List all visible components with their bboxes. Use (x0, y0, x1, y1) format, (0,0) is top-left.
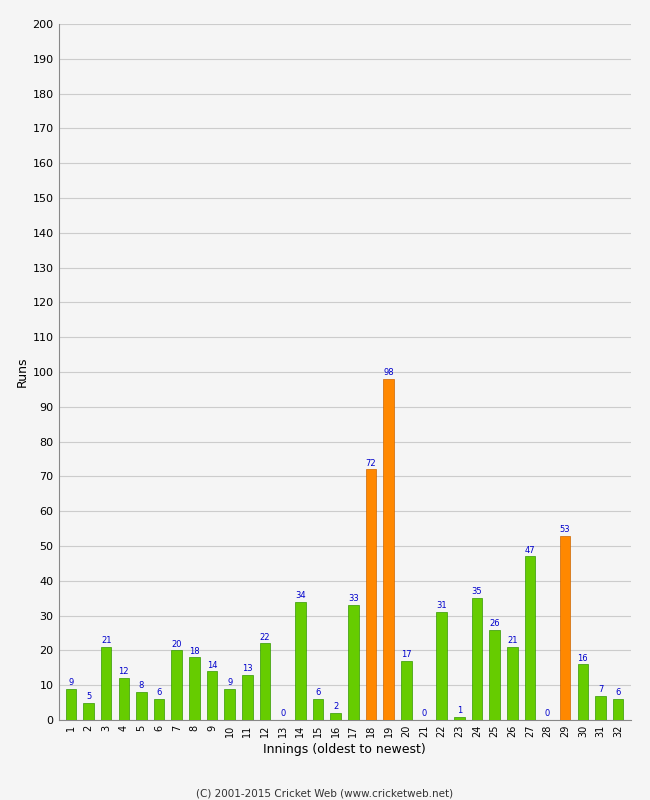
Y-axis label: Runs: Runs (16, 357, 29, 387)
Bar (454, 717, 465, 720)
Text: 17: 17 (401, 650, 411, 659)
Text: 47: 47 (525, 546, 535, 554)
Bar (384, 379, 394, 720)
Bar (136, 692, 147, 720)
Text: 0: 0 (280, 710, 285, 718)
Bar (83, 702, 94, 720)
Bar (507, 647, 517, 720)
Text: 34: 34 (295, 591, 306, 600)
Bar (472, 598, 482, 720)
Bar (118, 678, 129, 720)
Bar (436, 612, 447, 720)
Text: 6: 6 (157, 688, 162, 698)
Bar (189, 658, 200, 720)
Text: 31: 31 (436, 602, 447, 610)
Bar (295, 602, 306, 720)
Bar (330, 713, 341, 720)
Text: 98: 98 (384, 368, 394, 378)
Bar (66, 689, 76, 720)
Bar (578, 664, 588, 720)
Text: 21: 21 (507, 636, 517, 645)
Bar (154, 699, 164, 720)
Text: 20: 20 (172, 640, 182, 649)
Bar (401, 661, 411, 720)
Text: 12: 12 (118, 667, 129, 677)
Text: 16: 16 (577, 654, 588, 662)
Text: 0: 0 (545, 710, 550, 718)
Text: 6: 6 (616, 688, 621, 698)
Text: 14: 14 (207, 661, 217, 670)
Bar (260, 643, 270, 720)
Bar (313, 699, 323, 720)
Text: 0: 0 (421, 710, 426, 718)
Bar (207, 671, 217, 720)
Text: 9: 9 (68, 678, 73, 687)
Text: 6: 6 (315, 688, 320, 698)
Text: 26: 26 (489, 618, 500, 628)
Text: 72: 72 (366, 458, 376, 468)
Text: 9: 9 (227, 678, 232, 687)
Text: 35: 35 (472, 587, 482, 597)
Text: 13: 13 (242, 664, 253, 673)
Bar (101, 647, 111, 720)
Bar (595, 696, 606, 720)
Text: 8: 8 (139, 682, 144, 690)
Text: 2: 2 (333, 702, 338, 711)
Bar (172, 650, 182, 720)
Text: 1: 1 (457, 706, 462, 714)
Bar (525, 557, 535, 720)
Bar (489, 630, 500, 720)
Text: 21: 21 (101, 636, 111, 645)
Bar (348, 605, 359, 720)
Bar (560, 535, 571, 720)
Text: 33: 33 (348, 594, 359, 603)
Bar (224, 689, 235, 720)
Text: 5: 5 (86, 692, 91, 701)
Bar (242, 674, 253, 720)
Text: (C) 2001-2015 Cricket Web (www.cricketweb.net): (C) 2001-2015 Cricket Web (www.cricketwe… (196, 788, 454, 798)
Text: 53: 53 (560, 525, 571, 534)
Text: 22: 22 (260, 633, 270, 642)
Bar (366, 470, 376, 720)
Bar (613, 699, 623, 720)
Text: 18: 18 (189, 646, 200, 656)
X-axis label: Innings (oldest to newest): Innings (oldest to newest) (263, 743, 426, 756)
Text: 7: 7 (598, 685, 603, 694)
